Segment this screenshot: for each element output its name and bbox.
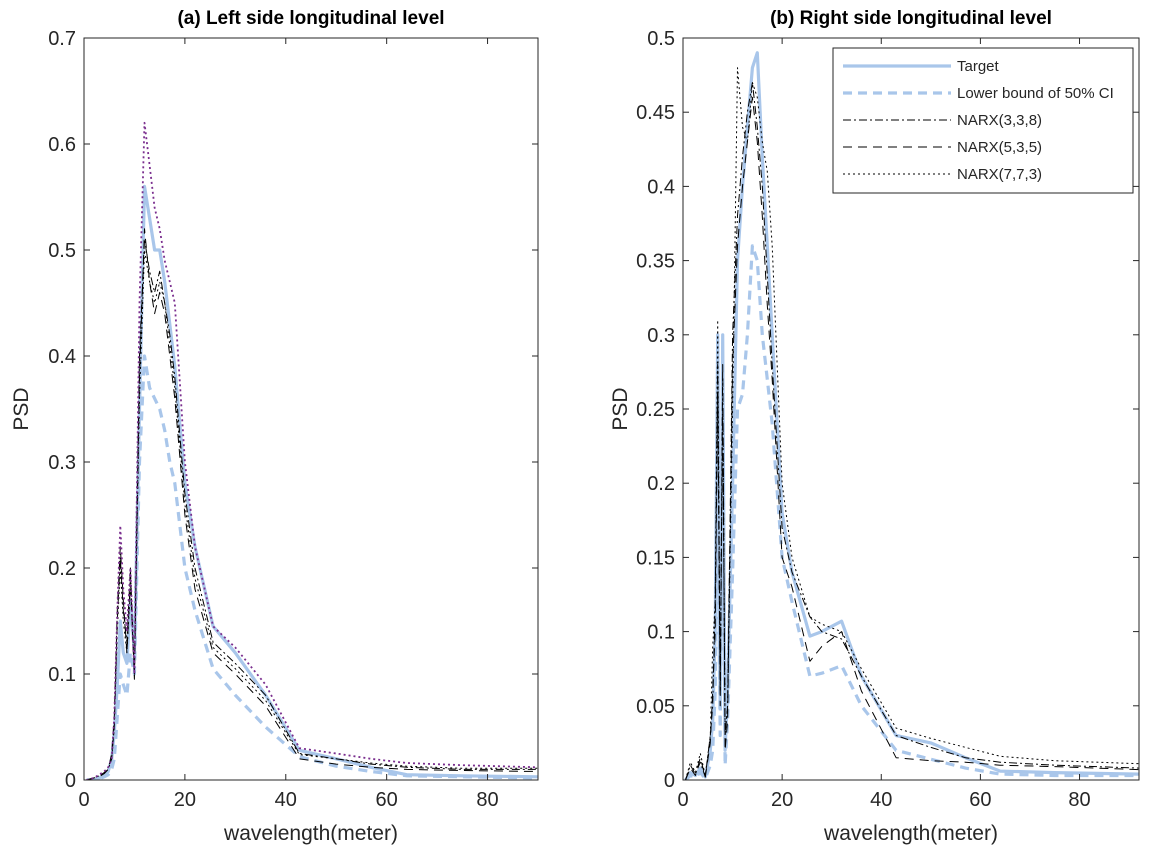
x-tick-label: 40 [275,789,297,811]
y-axis-label: PSD [10,387,33,430]
series-line-3 [86,228,538,780]
y-tick-label: 0.3 [647,325,675,347]
x-tick-label: 60 [376,789,398,811]
legend-entry: NARX(5,3,5) [957,139,1042,156]
legend-entry: Target [957,58,1000,75]
y-tick-label: 0.05 [636,696,675,718]
series-group [684,51,1139,780]
y-tick-label: 0.5 [48,240,76,262]
series-line-3 [685,96,1139,780]
series-line-1 [86,354,538,780]
series-line-4 [685,67,1139,780]
x-tick-label: 20 [174,789,196,811]
x-tick-label: 20 [771,789,793,811]
y-tick-label: 0.2 [48,558,76,580]
chart-title: (b) Right side longitudinal level [770,8,1052,29]
x-tick-label: 40 [870,789,892,811]
legend-entry: Lower bound of 50% CI [957,85,1114,102]
y-tick-label: 0.25 [636,399,675,421]
y-tick-label: 0.1 [48,664,76,686]
panel-left: 0 20 40 60 80 0 0.1 0.2 0.3 0.4 0.5 0.6 0.7 (a) Left … [10,8,539,845]
x-tick-label: 0 [78,789,89,811]
x-tick-label: 80 [1068,789,1090,811]
x-tick-label: 80 [476,789,498,811]
series-line-1 [684,244,1139,780]
y-tick-label: 0.15 [636,547,675,569]
y-tick-label: 0.45 [636,102,675,124]
y-tick-label: 0.3 [48,452,76,474]
x-axis-label: wavelength(meter) [823,822,998,845]
y-tick-label: 0.2 [647,473,675,495]
legend-entry: NARX(7,7,3) [957,166,1042,183]
x-axis-label: wavelength(meter) [223,822,398,845]
y-tick-label: 0 [664,770,675,792]
series-line-4 [86,249,538,780]
y-tick-label: 0.4 [48,346,76,368]
series-line-2 [86,238,538,780]
y-tick-label: 0 [65,770,76,792]
y-tick-label: 0.5 [647,28,675,50]
series-group [86,121,538,780]
y-tick-label: 0.6 [48,134,76,156]
y-tick-label: 0.1 [647,622,675,644]
y-tick-label: 0.35 [636,251,675,273]
legend-entry: NARX(3,3,8) [957,112,1042,129]
series-line-0 [86,184,538,780]
panel-right: 0 20 40 60 80 0 0.05 0.1 0.15 0.2 0.25 0.3 0.35 0.4 0.… [609,8,1140,845]
y-tick-label: 0.7 [48,28,76,50]
legend: Target Lower bound of 50% CI NARX(3,3,8) NA… [832,47,1134,194]
axes-box [83,37,539,781]
series-line-5 [86,121,538,780]
y-axis-label: PSD [609,387,632,430]
series-line-0 [684,51,1139,780]
x-tick-label: 60 [969,789,991,811]
y-tick-label: 0.4 [647,176,675,198]
chart-title: (a) Left side longitudinal level [177,8,444,29]
x-tick-label: 0 [677,789,688,811]
